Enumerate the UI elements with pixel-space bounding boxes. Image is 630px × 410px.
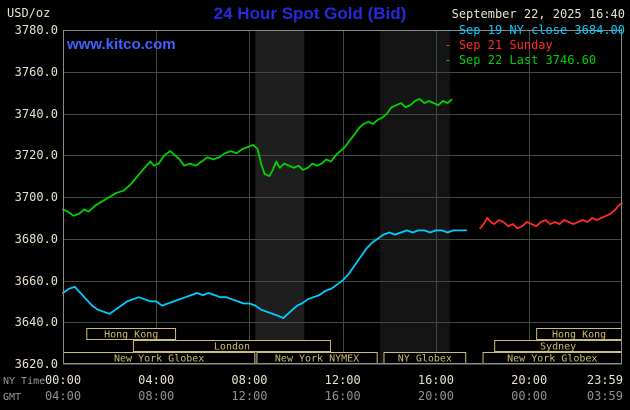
x-tick-label-nytime: 04:00	[138, 373, 174, 387]
y-tick-label: 3740.0	[15, 107, 58, 121]
x-axis-row-title-nytime: NY Time	[3, 376, 45, 387]
x-tick-label-gmt: 08:00	[138, 389, 174, 403]
y-tick-label: 3620.0	[15, 357, 58, 371]
y-tick-label: 3720.0	[15, 148, 58, 162]
x-tick-label-gmt: 04:00	[45, 389, 81, 403]
x-tick-label-gmt: 20:00	[418, 389, 454, 403]
y-tick-label: 3760.0	[15, 65, 58, 79]
series-line-sep-21-sunday	[479, 202, 623, 230]
legend-item-sep21: - Sep 21 Sunday	[444, 38, 553, 52]
plot-border	[63, 30, 622, 364]
legend-item-sep19: - Sep 19 NY close 3684.00	[444, 23, 625, 37]
x-tick-label-gmt: 12:00	[231, 389, 267, 403]
x-tick-label-nytime: 08:00	[231, 373, 267, 387]
session-box	[86, 328, 177, 340]
x-tick-label-gmt: 16:00	[325, 389, 361, 403]
y-tick-label: 3640.0	[15, 315, 58, 329]
x-tick-label-nytime: 23:59	[587, 373, 623, 387]
y-axis-units-label: USD/oz	[7, 6, 51, 20]
session-box-label: New York NYMEX	[275, 354, 359, 365]
x-tick-label-nytime: 12:00	[325, 373, 361, 387]
session-box-label: Hong Kong	[104, 330, 158, 341]
y-tick-label: 3700.0	[15, 190, 58, 204]
session-box-label: Hong Kong	[552, 330, 606, 341]
session-box-label: New York Globex	[507, 354, 597, 365]
legend: - Sep 19 NY close 3684.00 - Sep 21 Sunda…	[444, 23, 625, 68]
session-box-label: New York Globex	[114, 354, 204, 365]
y-tick-label: 3780.0	[15, 23, 58, 37]
kitco-link[interactable]: www.kitco.com	[67, 36, 176, 53]
page-title: 24 Hour Spot Gold (Bid)	[213, 4, 407, 23]
x-tick-label-gmt: 03:59	[587, 389, 623, 403]
series-line-sep-19-ny-close	[62, 229, 468, 320]
session-box	[132, 340, 332, 352]
y-tick-label: 3660.0	[15, 274, 58, 288]
x-tick-label-nytime: 20:00	[511, 373, 547, 387]
y-tick-label: 3680.0	[15, 232, 58, 246]
series-line-sep-22	[62, 98, 453, 217]
session-box-label: NY Globex	[398, 354, 452, 365]
x-tick-label-nytime: 00:00	[45, 373, 81, 387]
legend-item-sep22: - Sep 22 Last 3746.60	[444, 53, 597, 67]
datetime-label: September 22, 2025 16:40	[451, 7, 625, 21]
x-axis-row-title-gmt: GMT	[3, 392, 21, 403]
x-tick-label-gmt: 00:00	[511, 389, 547, 403]
x-tick-label-nytime: 16:00	[418, 373, 454, 387]
session-box-label: Sydney	[540, 342, 576, 353]
session-box-label: London	[214, 342, 250, 353]
